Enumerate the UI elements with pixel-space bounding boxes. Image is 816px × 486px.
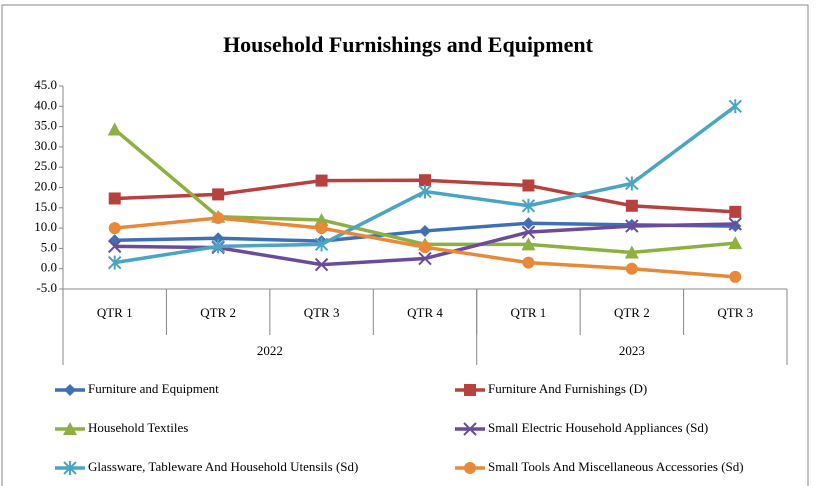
marker — [211, 239, 225, 254]
legend-label: Glassware, Tableware And Household Utens… — [88, 459, 358, 474]
x-tick-label: QTR 3 — [304, 305, 340, 320]
marker — [315, 222, 328, 235]
marker — [419, 241, 431, 254]
marker — [522, 179, 535, 192]
x-tick-label: QTR 2 — [200, 305, 236, 320]
marker — [419, 174, 431, 187]
marker — [314, 212, 329, 226]
marker — [625, 199, 638, 212]
y-tick-label: 35.0 — [34, 118, 57, 133]
group-label: 2023 — [619, 343, 645, 358]
marker — [728, 99, 742, 114]
x-tick-label: QTR 3 — [717, 305, 753, 320]
x-tick-label: QTR 2 — [614, 305, 650, 320]
marker — [624, 245, 639, 259]
marker — [108, 239, 122, 254]
y-tick-label: 40.0 — [34, 97, 57, 112]
y-tick-label: 45.0 — [34, 77, 57, 92]
legend-marker — [464, 384, 476, 396]
legend-label: Small Electric Household Appliances (Sd) — [488, 420, 708, 435]
marker — [522, 217, 535, 230]
marker — [108, 222, 121, 235]
group-label: 2022 — [257, 343, 283, 358]
legend-marker — [63, 422, 77, 435]
legend-label: Household Textiles — [88, 420, 188, 435]
legend-marker — [463, 422, 477, 436]
marker — [107, 122, 122, 136]
marker — [108, 255, 122, 270]
chart-title: Household Furnishings and Equipment — [223, 32, 594, 57]
marker — [729, 270, 742, 283]
y-tick-label: 5.0 — [41, 239, 57, 254]
x-tick-label: QTR 4 — [407, 305, 443, 320]
marker — [419, 224, 431, 237]
marker — [315, 174, 328, 187]
marker — [625, 176, 639, 191]
marker — [212, 232, 225, 245]
marker — [314, 237, 329, 252]
marker — [625, 219, 639, 233]
y-tick-label: -5.0 — [36, 280, 57, 295]
marker — [314, 257, 329, 272]
x-tick-label: QTR 1 — [511, 305, 547, 320]
y-tick-label: 25.0 — [34, 158, 57, 173]
x-tick-label: QTR 1 — [97, 305, 133, 320]
legend-marker — [63, 461, 77, 475]
y-tick-label: 0.0 — [41, 260, 57, 275]
marker — [522, 256, 535, 269]
marker — [521, 198, 536, 213]
y-tick-label: 15.0 — [34, 199, 57, 214]
legend-label: Furniture and Equipment — [88, 381, 219, 396]
marker — [625, 262, 638, 275]
marker — [418, 184, 432, 199]
legend-marker — [464, 462, 476, 474]
y-tick-label: 10.0 — [34, 219, 57, 234]
marker — [108, 192, 121, 205]
marker — [728, 217, 742, 231]
y-tick-label: 20.0 — [34, 178, 57, 193]
legend-label: Furniture And Furnishings (D) — [488, 381, 647, 396]
marker — [212, 188, 225, 201]
marker — [418, 251, 432, 266]
y-tick-label: 30.0 — [34, 138, 57, 153]
legend-marker — [64, 384, 76, 396]
marker — [521, 225, 536, 239]
marker — [521, 237, 536, 251]
marker — [728, 236, 743, 250]
legend-label: Small Tools And Miscellaneous Accessorie… — [488, 459, 744, 474]
marker — [212, 211, 225, 224]
marker — [729, 205, 742, 218]
